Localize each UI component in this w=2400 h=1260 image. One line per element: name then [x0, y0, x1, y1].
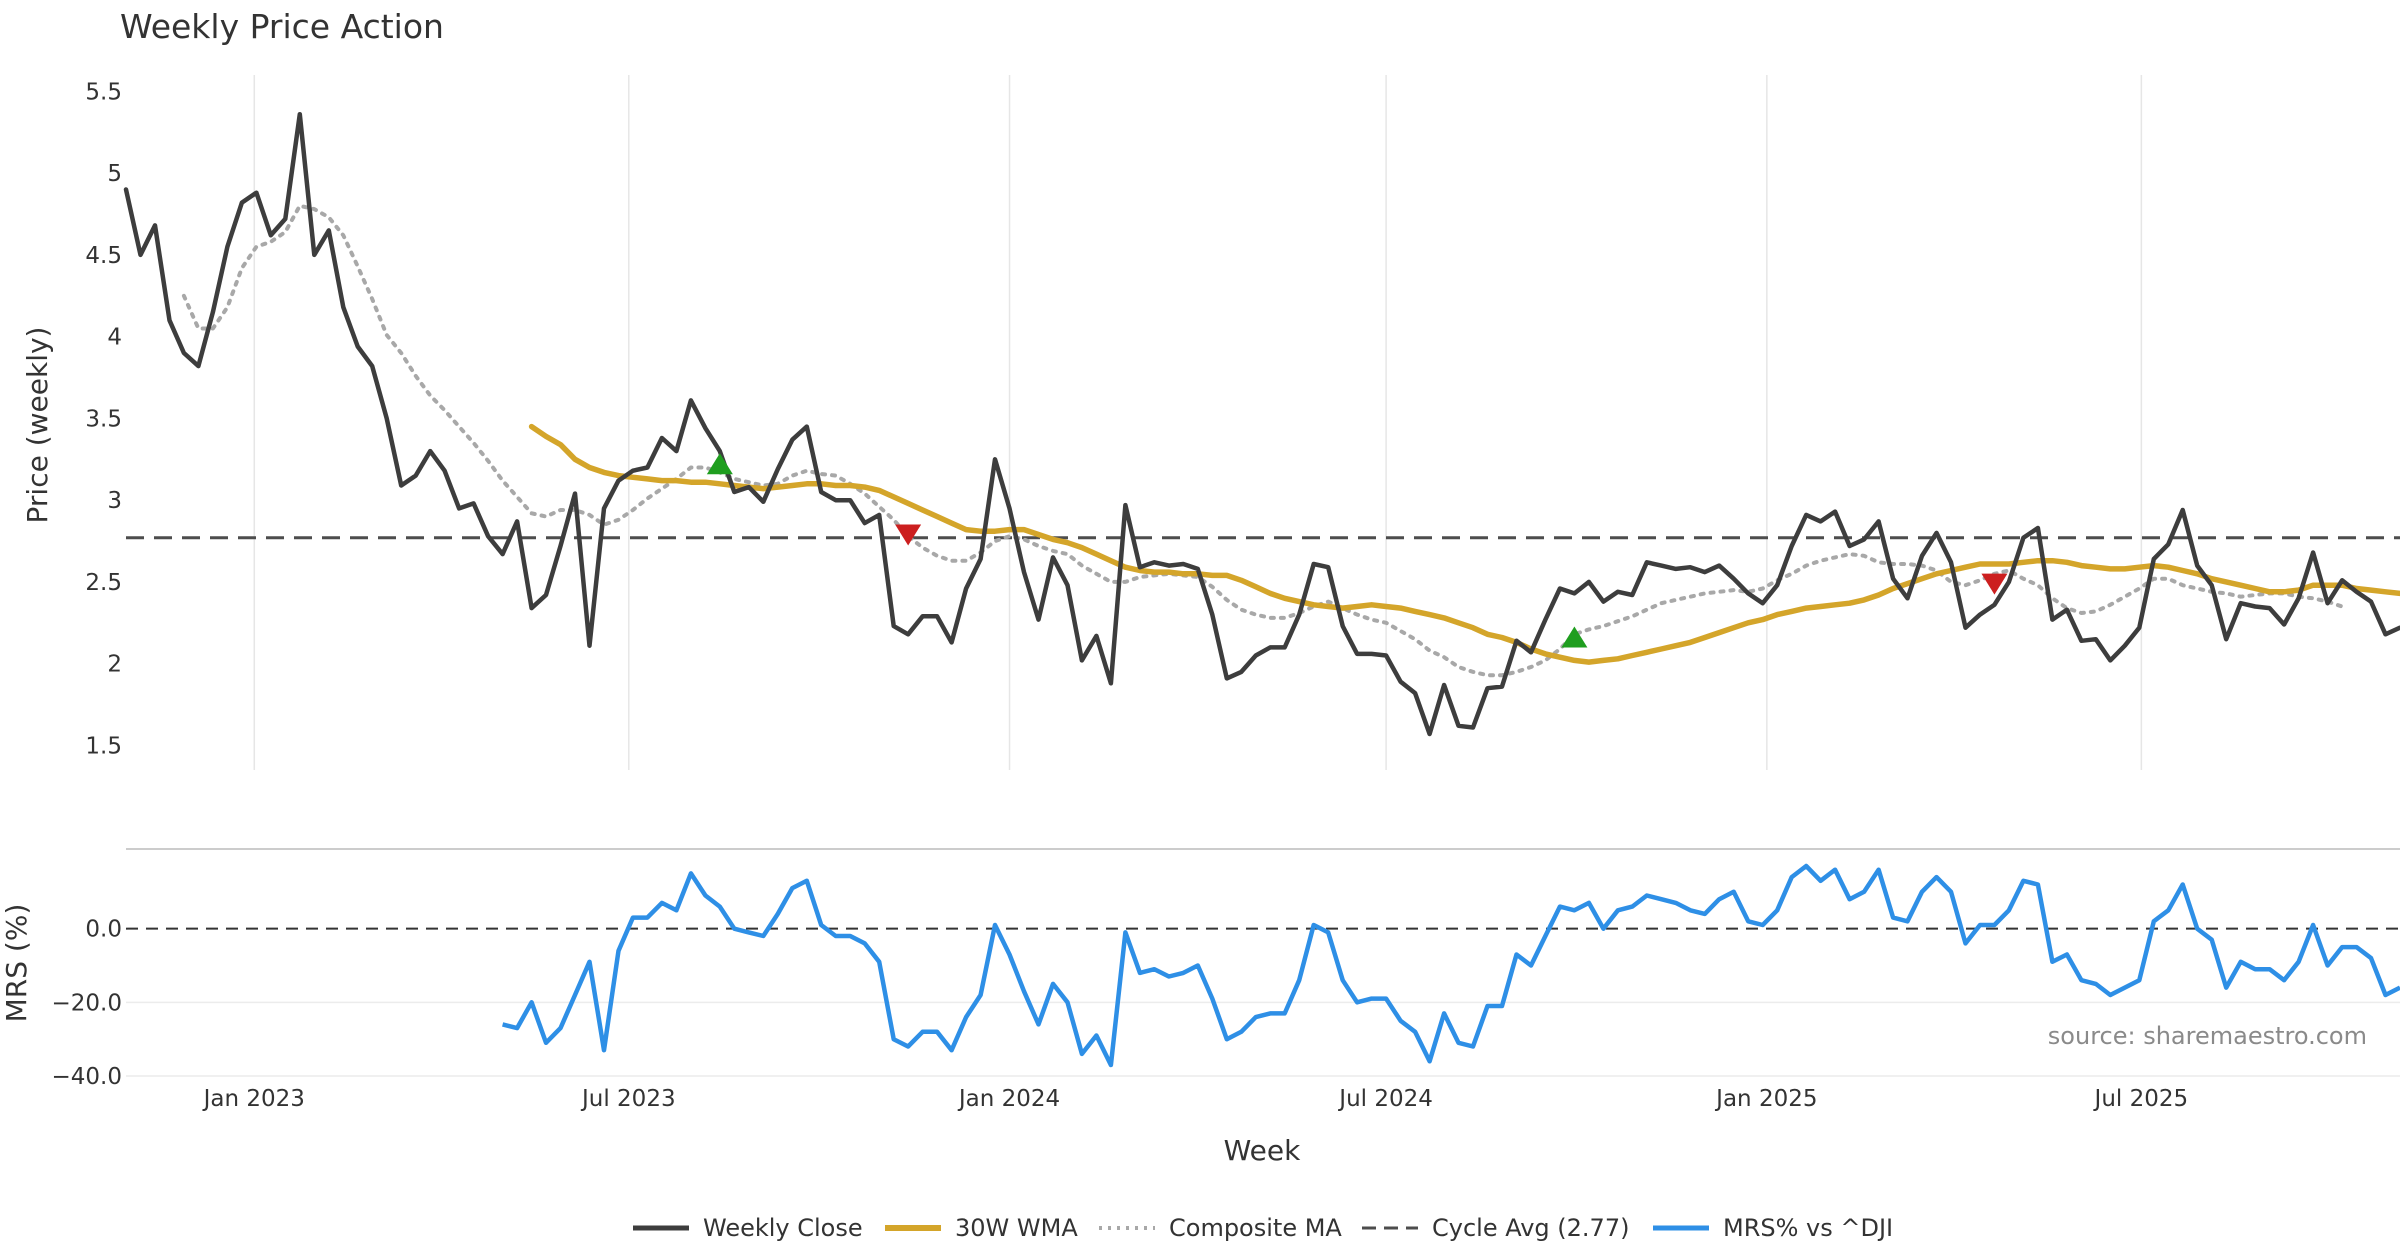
price-tick-label: 3: [107, 488, 122, 514]
x-tick-label: Jan 2023: [202, 1086, 305, 1112]
signal-markers: [706, 453, 2008, 648]
x-axis-ticks: Jan 2023 Jul 2023 Jan 2024 Jul 2024 Jan 2025…: [202, 1086, 2189, 1112]
price-tick-label: 2: [107, 652, 122, 678]
mrs-tick-label: −40.0: [52, 1064, 122, 1090]
legend-label: Weekly Close: [703, 1214, 863, 1242]
mrs-tick-label: 0.0: [85, 917, 122, 943]
x-tick-label: Jul 2025: [2093, 1086, 2189, 1112]
legend: Weekly Close 30W WMA Composite MA Cycle Avg…: [633, 1214, 1893, 1242]
weekly-close-line: [123, 111, 2400, 737]
buy-signal-marker: [706, 453, 733, 475]
price-tick-label: 1.5: [85, 733, 122, 759]
buy-signal-marker: [1561, 626, 1588, 648]
mrs-line: [502, 863, 2400, 1068]
mrs-tick-label: −20.0: [52, 990, 122, 1016]
x-tick-label: Jan 2025: [1714, 1086, 1817, 1112]
chart-title: Weekly Price Action: [120, 7, 444, 46]
30w-wma-line: [528, 423, 2400, 665]
legend-label: MRS% vs ^DJI: [1723, 1214, 1893, 1242]
price-tick-label: 5: [107, 161, 122, 187]
x-axis-title: Week: [1224, 1134, 1301, 1167]
price-tick-label: 4.5: [85, 243, 122, 269]
price-tick-label: 4: [107, 325, 122, 351]
price-tick-label: 5.5: [85, 79, 122, 105]
price-tick-label: 2.5: [85, 570, 122, 596]
legend-label: Cycle Avg (2.77): [1432, 1214, 1629, 1242]
x-tick-label: Jul 2024: [1337, 1086, 1433, 1112]
mrs-axis-title: MRS (%): [0, 904, 33, 1023]
source-label: source: sharemaestro.com: [2048, 1022, 2367, 1050]
x-tick-label: Jul 2023: [580, 1086, 676, 1112]
x-tick-label: Jan 2024: [957, 1086, 1060, 1112]
mrs-series: [126, 863, 2400, 1068]
vertical-grid: [126, 75, 2400, 1077]
price-tick-label: 3.5: [85, 406, 122, 432]
composite-ma-line: [181, 203, 2345, 678]
sell-signal-marker: [1981, 573, 2008, 595]
mrs-y-ticks: 0.0 −20.0 −40.0: [52, 917, 122, 1090]
price-y-ticks: 1.5 2 2.5 3 3.5 4 4.5 5 5.5: [85, 79, 122, 759]
legend-label: Composite MA: [1169, 1214, 1342, 1242]
price-series: [123, 111, 2400, 737]
price-axis-title: Price (weekly): [21, 327, 54, 524]
sell-signal-marker: [895, 524, 922, 546]
legend-label: 30W WMA: [955, 1214, 1078, 1242]
